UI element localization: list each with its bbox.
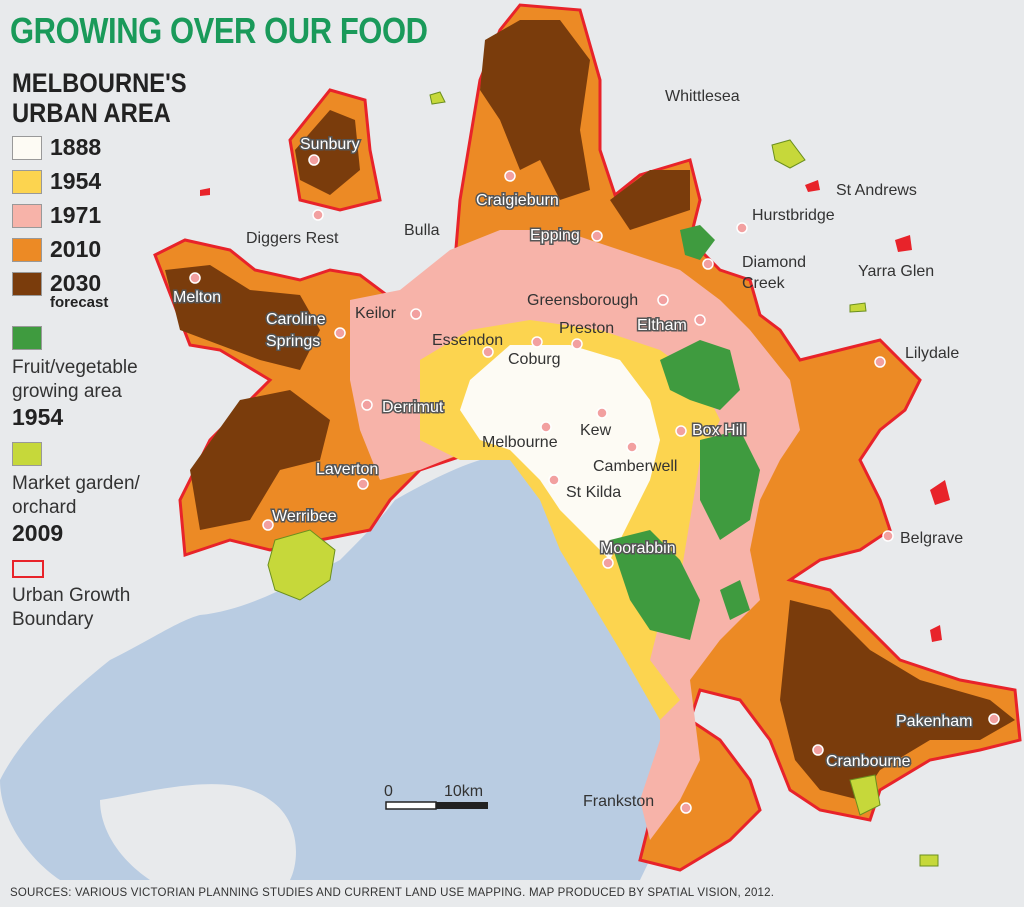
label-sunbury: Sunbury (300, 136, 360, 153)
label-st-kilda: St Kilda (566, 484, 621, 501)
label-melbourne: Melbourne (482, 434, 558, 451)
legend-row-2010: 2010 (12, 236, 182, 272)
legend-boundary-line2: Boundary (12, 609, 94, 630)
label-coburg: Coburg (508, 351, 560, 368)
legend-row-1954: 1954 (12, 168, 182, 204)
label-essendon: Essendon (432, 332, 503, 349)
legend-label-1971: 1971 (50, 202, 102, 228)
swatch-1954 (12, 170, 42, 194)
port-phillip-bay (0, 455, 683, 880)
legend-label-2010: 2010 (50, 236, 102, 262)
swatch-2030 (12, 272, 42, 296)
label-werribee: Werribee (272, 508, 337, 525)
label-whittlesea: Whittlesea (665, 88, 740, 105)
label-box-hill: Box Hill (692, 422, 746, 439)
scale-bar: 0 10km (384, 783, 488, 810)
label-springs: Springs (266, 333, 320, 350)
label-kew: Kew (580, 422, 612, 439)
legend-market-year: 2009 (12, 520, 64, 546)
label-preston: Preston (559, 320, 614, 337)
label-pakenham: Pakenham (896, 713, 973, 730)
legend-market-line1: Market garden/ (12, 473, 140, 494)
western-shore (100, 784, 296, 880)
legend-fruit-line2: growing area (12, 381, 122, 402)
label-craigieburn: Craigieburn (476, 192, 559, 209)
map-title: GROWING OVER OUR FOOD (10, 10, 428, 51)
legend-market-line2: orchard (12, 497, 77, 518)
boundary-patches (200, 180, 950, 642)
place-markers (189, 154, 1000, 814)
swatch-2010 (12, 238, 42, 262)
label-eltham: Eltham (637, 317, 687, 334)
label-yarra-glen: Yarra Glen (858, 263, 934, 280)
label-belgrave: Belgrave (900, 530, 963, 547)
fruit-vegetable-areas (610, 225, 760, 640)
label-hurstbridge: Hurstbridge (752, 207, 835, 224)
label-greensborough: Greensborough (527, 292, 638, 309)
label-diamond: Diamond (742, 254, 806, 271)
label-diggers-rest: Diggers Rest (246, 230, 339, 247)
label-frankston: Frankston (583, 793, 654, 810)
label-cranbourne: Cranbourne (826, 753, 911, 770)
legend-label-1888: 1888 (50, 134, 102, 160)
legend-market-swatch-row (12, 442, 182, 472)
swatch-urban-growth-boundary (12, 560, 44, 578)
label-epping: Epping (530, 227, 580, 244)
market-garden-areas (267, 91, 939, 867)
label-melton: Melton (173, 289, 221, 306)
legend-fruit-swatch-row (12, 326, 182, 356)
label-caroline: Caroline (266, 311, 326, 328)
place-labels: Whittlesea St Andrews Hurstbridge Diamon… (172, 88, 975, 810)
label-camberwell: Camberwell (593, 458, 677, 475)
legend-row-1888: 1888 (12, 134, 182, 170)
legend-heading-line2: URBAN AREA (12, 98, 171, 128)
label-moorabbin: Moorabbin (600, 540, 676, 557)
scale-zero-label: 0 (384, 783, 393, 800)
swatch-1888 (12, 136, 42, 160)
label-creek: Creek (742, 275, 786, 292)
swatch-market-garden (12, 442, 42, 466)
legend-boundary-line1: Urban Growth (12, 585, 131, 606)
swatch-1971 (12, 204, 42, 228)
legend-heading-line1: MELBOURNE'S (12, 68, 187, 98)
label-laverton: Laverton (316, 461, 378, 478)
urban-1888 (460, 345, 660, 560)
legend-label-2030: 2030 (50, 270, 102, 296)
source-credit: SOURCES: VARIOUS VICTORIAN PLANNING STUD… (10, 887, 775, 899)
legend-row-2030: 2030 forecast (12, 270, 182, 326)
legend-label-forecast: forecast (50, 294, 109, 311)
swatch-fruit-vegetable (12, 326, 42, 350)
legend-boundary-swatch-row (12, 558, 182, 584)
legend: MELBOURNE'S URBAN AREA 1888 1954 1971 20… (12, 68, 187, 632)
label-lilydale: Lilydale (905, 345, 959, 362)
growth-2030 (165, 20, 1015, 800)
legend-label-1954: 1954 (50, 168, 102, 194)
legend-fruit-year: 1954 (12, 404, 64, 430)
scale-distance-label: 10km (444, 783, 483, 800)
label-keilor: Keilor (355, 305, 397, 322)
label-st-andrews: St Andrews (836, 182, 917, 199)
legend-fruit-line1: Fruit/vegetable (12, 357, 138, 378)
label-derrimut: Derrimut (382, 399, 444, 416)
legend-row-1971: 1971 (12, 202, 182, 238)
label-bulla: Bulla (404, 222, 440, 239)
